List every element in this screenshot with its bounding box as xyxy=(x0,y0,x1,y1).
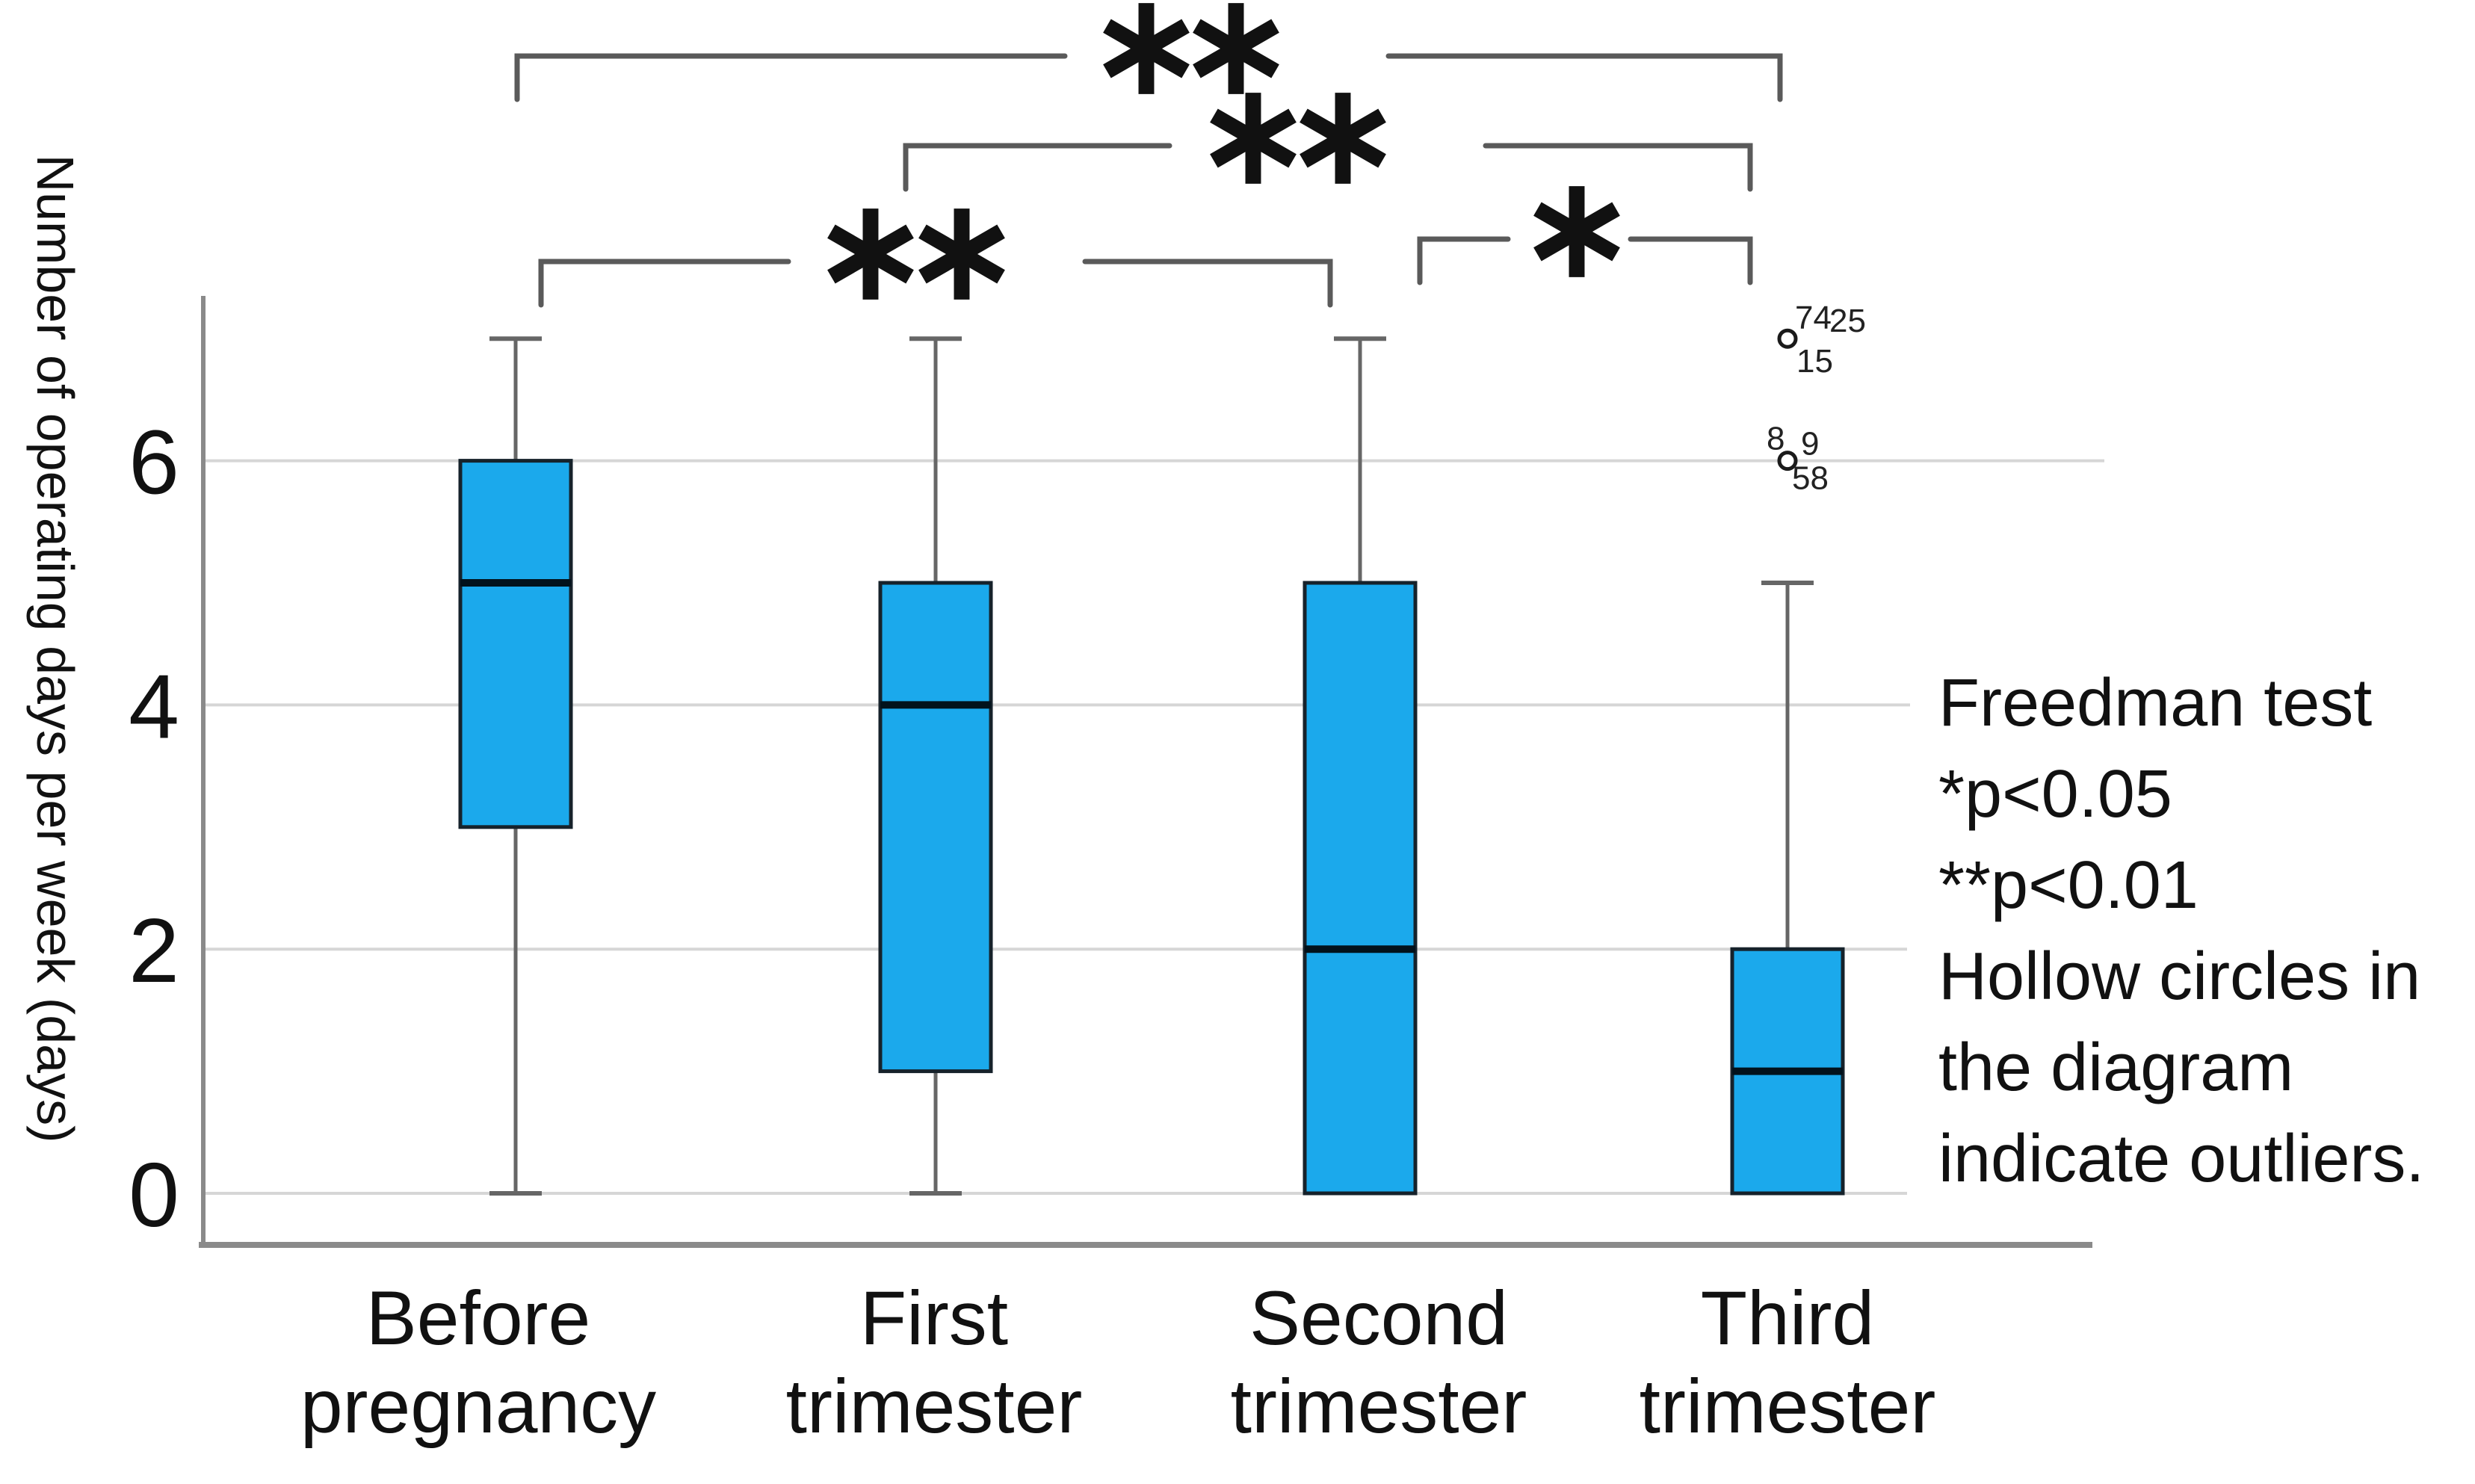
y-tick-label: 6 xyxy=(129,412,179,513)
significance-bracket-4 xyxy=(1417,236,1753,285)
outlier-circle xyxy=(1777,451,1798,472)
outlier-circle xyxy=(1777,328,1798,349)
y-tick-label: 2 xyxy=(129,900,179,1001)
y-tick-label: 0 xyxy=(129,1144,179,1246)
iqr-box-first-trimester xyxy=(878,581,993,1074)
outlier-case-label: 8 xyxy=(1767,421,1785,457)
significance-star: ∗ xyxy=(1518,151,1634,305)
legend-note-line: **p<0.01 xyxy=(1938,848,2199,923)
significance-star: ∗ xyxy=(1178,0,1294,122)
legend-note-line: Freedman test xyxy=(1938,666,2373,741)
outlier-case-label: 9 xyxy=(1801,426,1819,463)
significance-star: ∗ xyxy=(1195,58,1311,211)
legend-note-line: Hollow circles in xyxy=(1938,939,2421,1014)
outlier-case-label: 58 xyxy=(1792,460,1829,497)
significance-star: ∗ xyxy=(1285,58,1400,211)
legend-note: Freedman test *p<0.05 **p<0.01 Hollow ci… xyxy=(1938,658,2475,1205)
significance-star: ∗ xyxy=(812,173,928,327)
iqr-box-before-pregnancy xyxy=(458,459,573,829)
significance-star: ∗ xyxy=(903,173,1019,327)
outlier-case-label: 25 xyxy=(1829,303,1866,339)
significance-bracket-2 xyxy=(903,143,1753,192)
legend-note-line: *p<0.05 xyxy=(1938,757,2172,832)
significance-star: ∗ xyxy=(1088,0,1204,122)
iqr-box-second-trimester xyxy=(1303,581,1418,1196)
outlier-case-label: 74 xyxy=(1795,300,1832,336)
legend-note-line: indicate outliers. xyxy=(1938,1122,2425,1196)
y-tick-label: 4 xyxy=(129,655,179,757)
significance-bracket-3 xyxy=(538,259,1333,308)
legend-note-line: the diagram xyxy=(1938,1030,2294,1105)
significance-bracket-1 xyxy=(514,53,1783,102)
outlier-case-label: 15 xyxy=(1796,343,1833,380)
